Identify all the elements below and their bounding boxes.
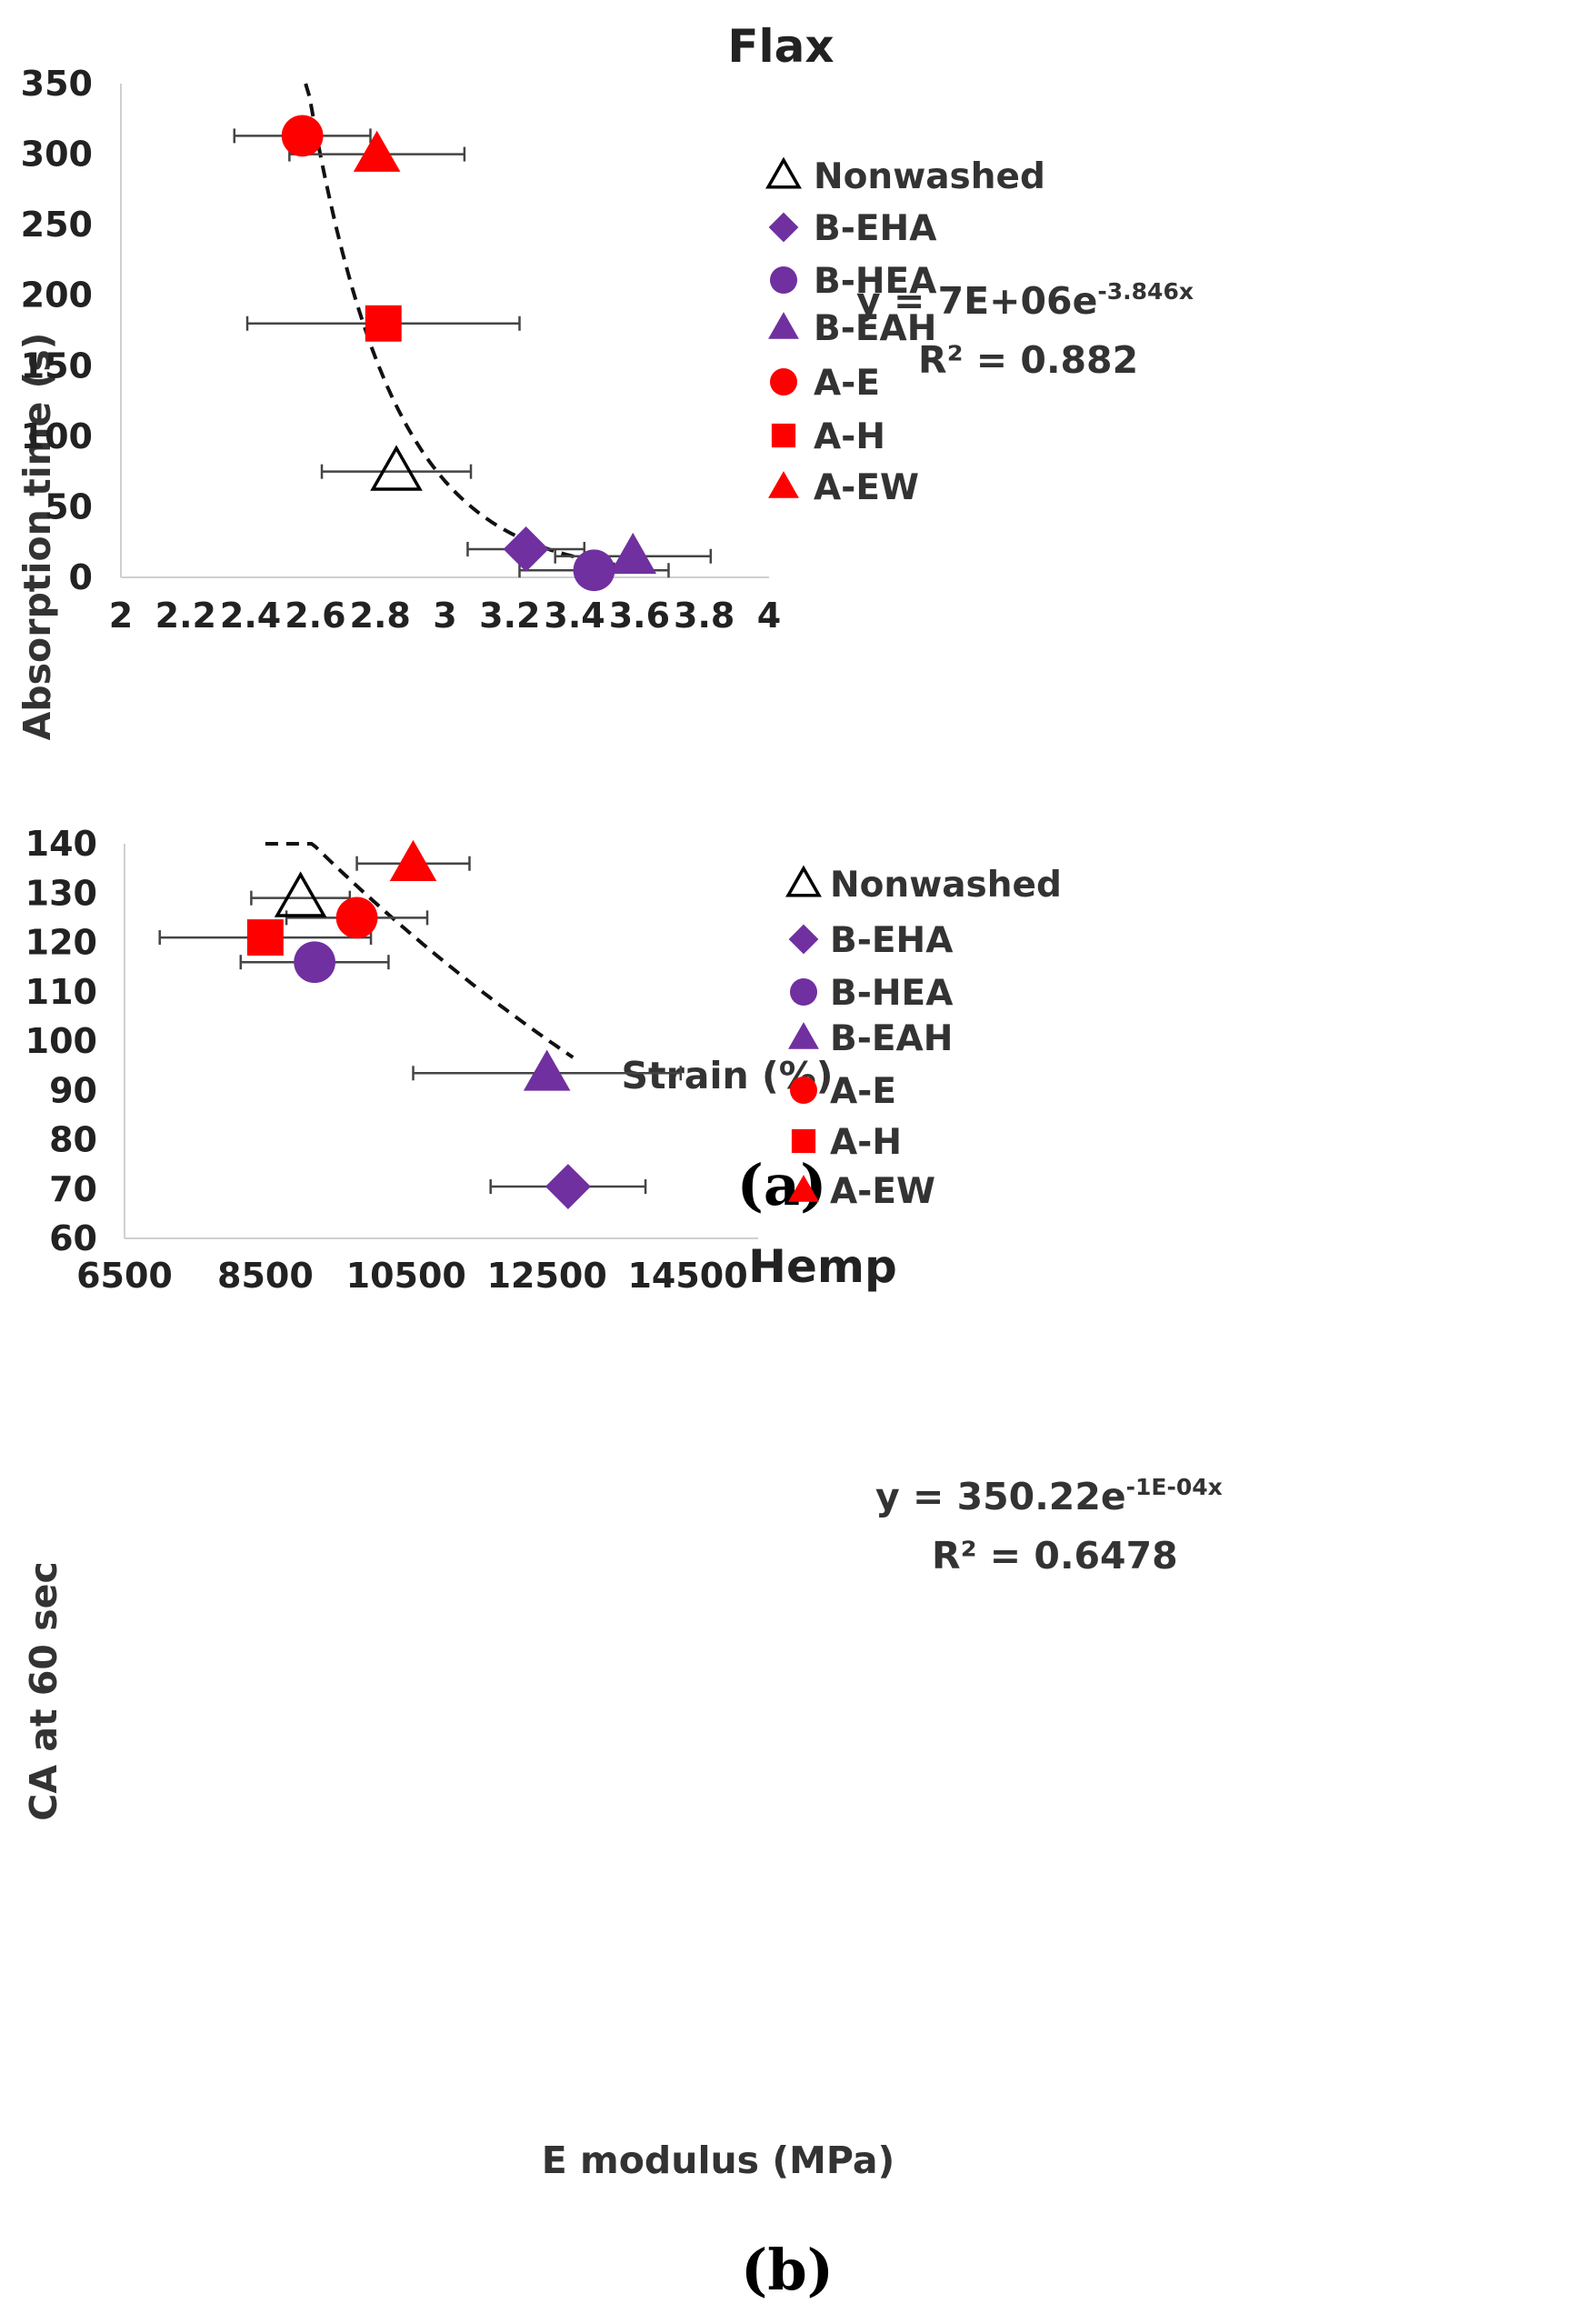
- panel-b: Hemp E modulus (MPa) CA at 60 sec y = 35…: [22, 824, 1223, 2303]
- legend-label: A-H: [830, 1122, 902, 1163]
- trendline-equation-exponent: -1E-04x: [1126, 1474, 1223, 1500]
- trendline-r-squared: R² = 0.6478: [932, 1534, 1178, 1578]
- x-tick-label: 2.6: [285, 596, 345, 636]
- legend-marker: [785, 865, 822, 897]
- y-axis-label: Absorption time (s): [15, 333, 59, 741]
- y-tick-label: 50: [45, 486, 93, 526]
- legend-marker: [788, 1175, 819, 1202]
- data-point-nonwashed: [274, 871, 327, 917]
- x-tick-label: 3.8: [674, 596, 735, 636]
- legend-marker: [768, 212, 799, 243]
- trendline: [304, 83, 617, 567]
- legend-label: B-EHA: [830, 920, 953, 961]
- legend-label: B-EHA: [814, 208, 936, 249]
- panel-label: (a): [737, 1152, 827, 1218]
- trendline-equation: y = 7E+06e-3.846x: [856, 278, 1194, 323]
- legend-label: A-EW: [814, 467, 919, 508]
- legend-marker: [768, 471, 799, 498]
- x-axis-label: E modulus (MPa): [542, 2139, 895, 2182]
- y-tick-label: 80: [49, 1120, 97, 1160]
- y-tick-label: 120: [25, 923, 97, 963]
- data-point-a-ew: [389, 839, 437, 882]
- legend-marker: [789, 977, 818, 1007]
- x-tick-label: 3.6: [609, 596, 670, 636]
- y-axis-label: CA at 60 sec: [22, 1561, 65, 1820]
- data-point-b-eah: [609, 532, 657, 575]
- chart-title: Flax: [727, 20, 834, 73]
- trendline-equation: y = 350.22e-1E-04x: [875, 1474, 1223, 1518]
- data-point-a-h: [246, 919, 284, 957]
- x-tick-label: 3: [433, 596, 456, 636]
- legend-label: A-E: [830, 1071, 896, 1112]
- legend-marker: [765, 156, 802, 189]
- trendline-equation-base: y = 7E+06e: [856, 279, 1097, 323]
- y-tick-label: 140: [25, 824, 97, 864]
- x-tick-label: 2.8: [350, 596, 411, 636]
- y-tick-label: 0: [69, 557, 93, 597]
- y-tick-label: 90: [49, 1070, 97, 1110]
- data-point-a-h: [365, 305, 402, 342]
- y-tick-label: 350: [21, 64, 93, 104]
- data-point-b-eah: [523, 1049, 571, 1091]
- x-tick-label: 2.2: [155, 596, 216, 636]
- y-tick-label: 130: [25, 873, 97, 913]
- legend-label: B-HEA: [830, 973, 953, 1014]
- trendline-r-squared: R² = 0.882: [918, 338, 1138, 382]
- legend-marker: [788, 924, 819, 955]
- x-tick-label: 8500: [217, 1256, 314, 1296]
- legend-label: Nonwashed: [814, 156, 1045, 197]
- data-point-b-hea: [294, 941, 335, 984]
- legend-marker: [769, 265, 798, 295]
- x-tick-label: 3.2: [479, 596, 540, 636]
- data-point-b-eha: [545, 1164, 591, 1209]
- data-point-b-hea: [573, 549, 615, 592]
- legend-marker: [771, 423, 796, 448]
- x-tick-label: 2.4: [220, 596, 281, 636]
- x-tick-label: 10500: [346, 1256, 466, 1296]
- legend-label: Nonwashed: [830, 865, 1062, 906]
- x-tick-label: 6500: [76, 1256, 173, 1296]
- trendline-equation-base: y = 350.22e: [875, 1475, 1126, 1518]
- legend-marker: [788, 1022, 819, 1049]
- x-tick-label: 2: [109, 596, 133, 636]
- y-tick-label: 100: [21, 416, 93, 456]
- x-tick-label: 4: [757, 596, 781, 636]
- x-tick-label: 12500: [487, 1256, 607, 1296]
- chart-title: Hemp: [748, 1240, 897, 1293]
- y-tick-label: 250: [21, 205, 93, 245]
- y-tick-label: 110: [25, 972, 97, 1012]
- legend-marker: [789, 1076, 818, 1105]
- data-point-a-ew: [353, 130, 401, 172]
- legend-label: B-EAH: [814, 308, 936, 349]
- data-point-a-e: [281, 115, 324, 157]
- data-point-nonwashed: [370, 445, 423, 491]
- legend-label: A-H: [814, 416, 885, 457]
- legend-label: A-EW: [830, 1171, 935, 1212]
- trendline-equation-exponent: -3.846x: [1097, 278, 1194, 305]
- legend-marker: [791, 1128, 816, 1154]
- y-tick-label: 100: [25, 1021, 97, 1061]
- y-tick-label: 60: [49, 1218, 97, 1258]
- y-tick-label: 300: [21, 135, 93, 175]
- x-tick-label: 14500: [627, 1256, 747, 1296]
- legend-marker: [768, 312, 799, 339]
- x-tick-label: 3.4: [544, 596, 605, 636]
- legend-marker: [769, 367, 798, 396]
- y-tick-label: 70: [49, 1169, 97, 1209]
- y-tick-label: 200: [21, 275, 93, 316]
- y-tick-label: 150: [21, 346, 93, 386]
- legend-label: B-EAH: [830, 1018, 953, 1059]
- trendline: [265, 842, 575, 1059]
- panel-a: Flax Strain (%) Absorption time (s) y = …: [15, 20, 1194, 1218]
- legend-label: A-E: [814, 363, 880, 404]
- panel-label: (b): [741, 2237, 834, 2303]
- data-point-a-e: [335, 897, 378, 939]
- data-point-b-eha: [503, 526, 549, 572]
- legend-label: B-HEA: [814, 261, 936, 302]
